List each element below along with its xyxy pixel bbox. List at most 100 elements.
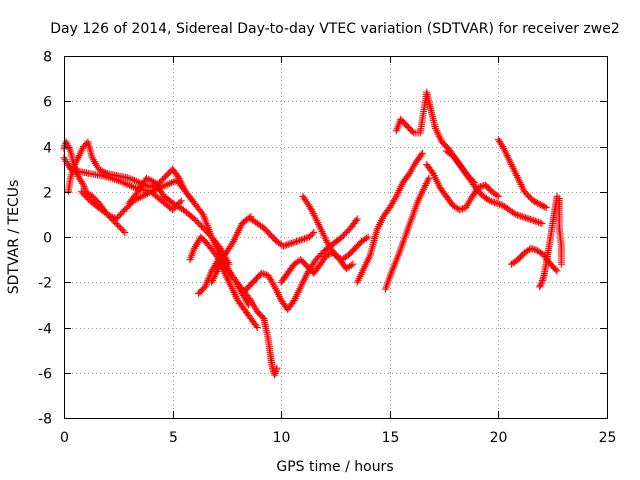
y-tick-label: 2 [43,186,52,202]
chart-title: Day 126 of 2014, Sidereal Day-to-day VTE… [50,21,620,37]
data-point-arc5 [217,246,225,254]
data-point-arc9 [291,238,299,246]
data-point-arc10 [341,230,349,238]
data-point-arc9 [283,241,291,249]
data-point-arc2 [115,222,123,230]
data-point-arc6 [246,295,254,303]
data-point-arc9 [308,230,316,238]
data-point-arc17 [533,218,541,226]
axis-ticks [64,56,608,419]
data-point-arc9 [286,240,294,248]
data-point-arc15 [408,128,416,136]
data-point-arc17 [522,214,530,222]
data-point-arc5 [203,228,211,236]
grid-lines [64,56,607,418]
data-point-arc18 [542,204,550,212]
data-point-arc17 [513,211,521,219]
data-point-arc10 [338,233,346,241]
data-point-arc9 [307,231,315,239]
y-tick-label: -2 [38,276,52,292]
data-point-arc17 [484,196,492,204]
data-point-arc20 [537,280,545,288]
data-point-arc16 [493,191,501,199]
data-point-arc5 [192,216,200,224]
data-point-arc4 [169,206,177,214]
data-point-arc3 [189,197,197,205]
data-point-arc9 [289,239,297,247]
data-point-arc2 [116,224,124,232]
data-point-arc2 [119,227,127,235]
data-point-arc4 [112,215,120,223]
data-point-arc17 [526,215,534,223]
x-tick-label: 0 [60,430,69,446]
data-point-arc10 [261,270,269,278]
data-point-arc10 [353,215,361,223]
data-point-arc4 [119,207,127,215]
data-point-arc10 [315,253,323,261]
data-point-arc9 [279,242,287,250]
data-point-arc3 [157,177,165,185]
data-point-arc14 [425,174,433,182]
data-point-arc17 [523,214,531,222]
data-point-arc10 [316,251,324,259]
data-point-arc11 [347,261,355,269]
data-point-arc5 [224,258,232,266]
data-point-arc17 [520,213,528,221]
y-tick-label: 6 [43,95,52,111]
data-point-arc2 [121,228,129,236]
data-point-arc1 [198,209,206,217]
data-point-arc17 [531,217,539,225]
data-point-arc18 [520,188,528,196]
data-point-arc13 [417,151,425,159]
data-point-arc4 [79,189,87,197]
data-point-arc5 [225,260,233,268]
data-point-arc9 [302,234,310,242]
data-point-arc9 [301,235,309,243]
data-point-arc10 [312,256,320,264]
data-point-arc3 [102,169,110,177]
y-tick-label: -4 [38,322,52,338]
data-point-arc17 [494,200,502,208]
data-point-arc10 [258,269,266,277]
data-point-arc9 [296,236,304,244]
data-point-arc12 [307,204,315,212]
data-point-arc4 [77,188,85,196]
x-tick-label: 20 [490,430,508,446]
data-point-arc17 [528,216,536,224]
data-point-arc3 [161,173,169,181]
data-point-arc3 [190,199,198,207]
data-point-arc9 [284,240,292,248]
data-point-arc17 [492,199,500,207]
data-point-arc10 [318,250,326,258]
data-point-arc18 [525,192,533,200]
data-point-arc4 [82,192,90,200]
data-point-arc17 [517,212,525,220]
x-tick-label: 10 [273,430,291,446]
data-point-arc17 [491,198,499,206]
y-tick-label: 8 [43,50,52,66]
data-point-arc19 [552,266,560,274]
data-point-arc2 [78,179,86,187]
data-point-arc5 [205,230,213,238]
data-point-arc18 [541,203,549,211]
data-point-arc5 [196,221,204,229]
data-point-arc2 [118,225,126,233]
y-tick-label: -6 [38,367,52,383]
data-point-arc6 [259,313,267,321]
data-point-arc10 [339,231,347,239]
data-point-arc18 [531,198,539,206]
data-point-arc4 [114,213,122,221]
x-axis-title: GPS time / hours [276,459,393,475]
data-point-arc20 [536,281,544,289]
data-point-arc17 [510,209,518,217]
data-point-arc4 [124,203,132,211]
data-point-arc20 [536,283,544,291]
data-point-arc11 [324,251,332,259]
x-tick-label: 15 [382,430,400,446]
data-point-arc17 [536,219,544,227]
data-point-arc21 [557,260,565,268]
data-point-arc10 [342,228,350,236]
data-point-arc10 [313,254,321,262]
data-point-arc19 [532,246,540,254]
